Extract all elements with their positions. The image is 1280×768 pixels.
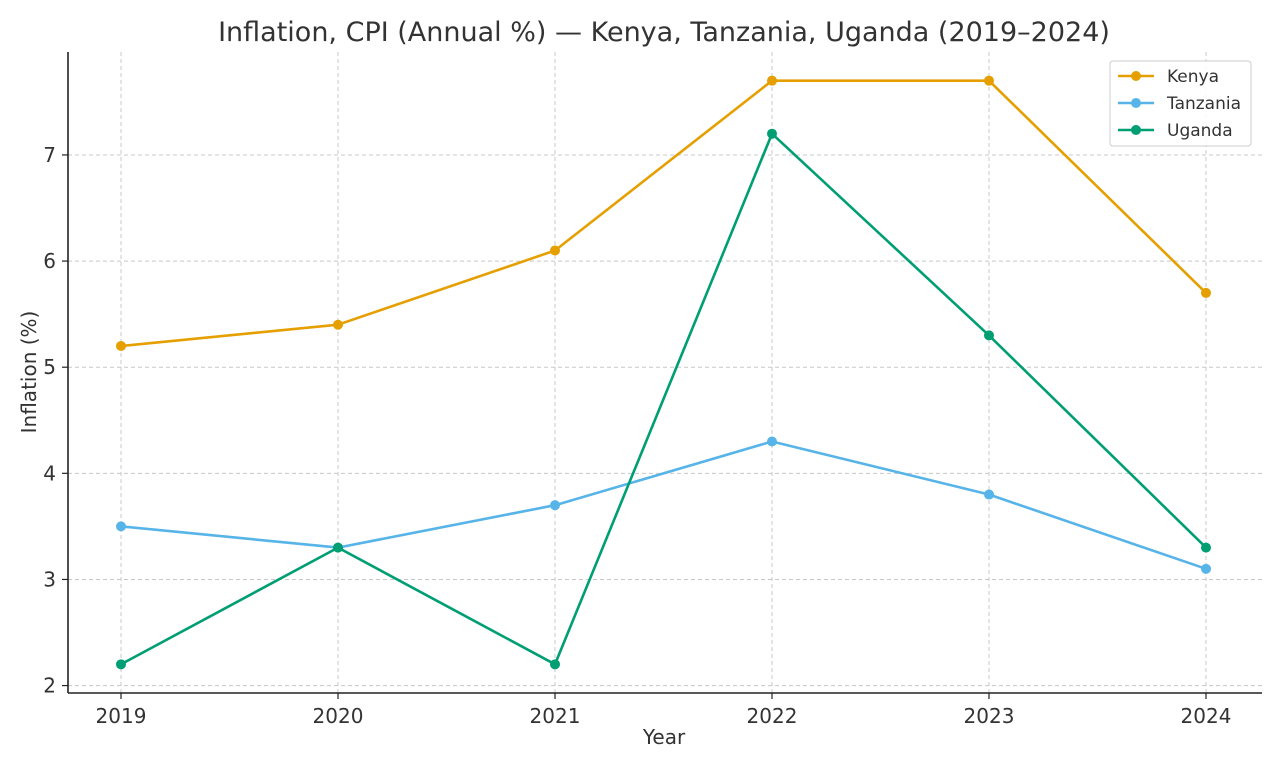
legend-uganda-marker — [1131, 125, 1141, 135]
uganda-series-line — [119, 132, 1208, 666]
kenya-data-point — [550, 245, 560, 256]
y-tick-label: 4 — [43, 461, 56, 485]
y-tick-label: 7 — [43, 143, 56, 167]
legend-kenya-label: Kenya — [1167, 67, 1219, 87]
uganda-data-point — [550, 659, 560, 670]
x-tick-label: 2023 — [964, 704, 1015, 728]
uganda-data-point — [767, 128, 777, 139]
tanzania-data-point — [767, 436, 777, 447]
kenya-data-point — [767, 75, 777, 86]
kenya-data-point — [333, 319, 343, 330]
legend: Kenya Tanzania Uganda — [1109, 60, 1252, 147]
axes — [67, 52, 1262, 694]
tick-labels: 2019 2020 2021 2022 2023 2024 2 3 4 5 6 7 — [43, 143, 1231, 728]
uganda-data-point — [1201, 542, 1211, 553]
x-tick-label: 2022 — [747, 704, 798, 728]
series-layer — [116, 75, 1211, 670]
x-tick-label: 2021 — [530, 704, 581, 728]
y-tick-label: 3 — [43, 567, 56, 591]
uganda-data-point — [333, 542, 343, 553]
legend-kenya-marker — [1131, 71, 1141, 81]
y-axis-label: Inflation (%) — [17, 311, 41, 434]
y-tick-label: 6 — [43, 249, 56, 273]
kenya-series-line — [119, 79, 1208, 348]
tanzania-data-point — [1201, 563, 1211, 574]
x-axis-label: Year — [642, 725, 686, 749]
tanzania-data-point — [984, 489, 994, 500]
tanzania-series-line — [119, 440, 1208, 571]
uganda-data-point — [984, 330, 994, 341]
grid-lines — [68, 52, 1262, 693]
tanzania-data-point — [550, 500, 560, 511]
legend-tanzania-label: Tanzania — [1166, 94, 1241, 114]
kenya-data-point — [984, 75, 994, 86]
legend-uganda-label: Uganda — [1167, 121, 1233, 141]
y-tick-label: 2 — [43, 674, 56, 698]
kenya-data-point — [1201, 287, 1211, 298]
tanzania-data-point — [116, 521, 126, 532]
chart-title: Inflation, CPI (Annual %) — Kenya, Tanza… — [218, 17, 1110, 48]
x-tick-label: 2024 — [1181, 704, 1232, 728]
x-tick-label: 2020 — [313, 704, 364, 728]
legend-tanzania-marker — [1131, 98, 1141, 108]
y-tick-label: 5 — [43, 355, 56, 379]
legend-box — [1109, 60, 1252, 147]
x-tick-label: 2019 — [96, 704, 147, 728]
uganda-data-point — [116, 659, 126, 670]
kenya-data-point — [116, 340, 126, 351]
